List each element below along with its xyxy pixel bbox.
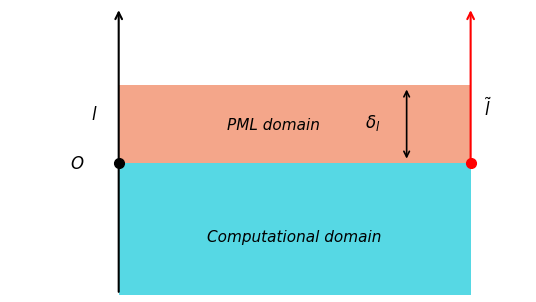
Text: $\delta_l$: $\delta_l$	[364, 113, 380, 133]
Text: $O$: $O$	[70, 156, 84, 173]
Text: PML domain: PML domain	[227, 118, 320, 133]
Text: $\tilde{l}$: $\tilde{l}$	[484, 98, 492, 120]
Text: $l$: $l$	[92, 106, 98, 124]
Bar	[118, 163, 471, 295]
Text: Computational domain: Computational domain	[207, 230, 382, 245]
Bar	[118, 85, 471, 163]
